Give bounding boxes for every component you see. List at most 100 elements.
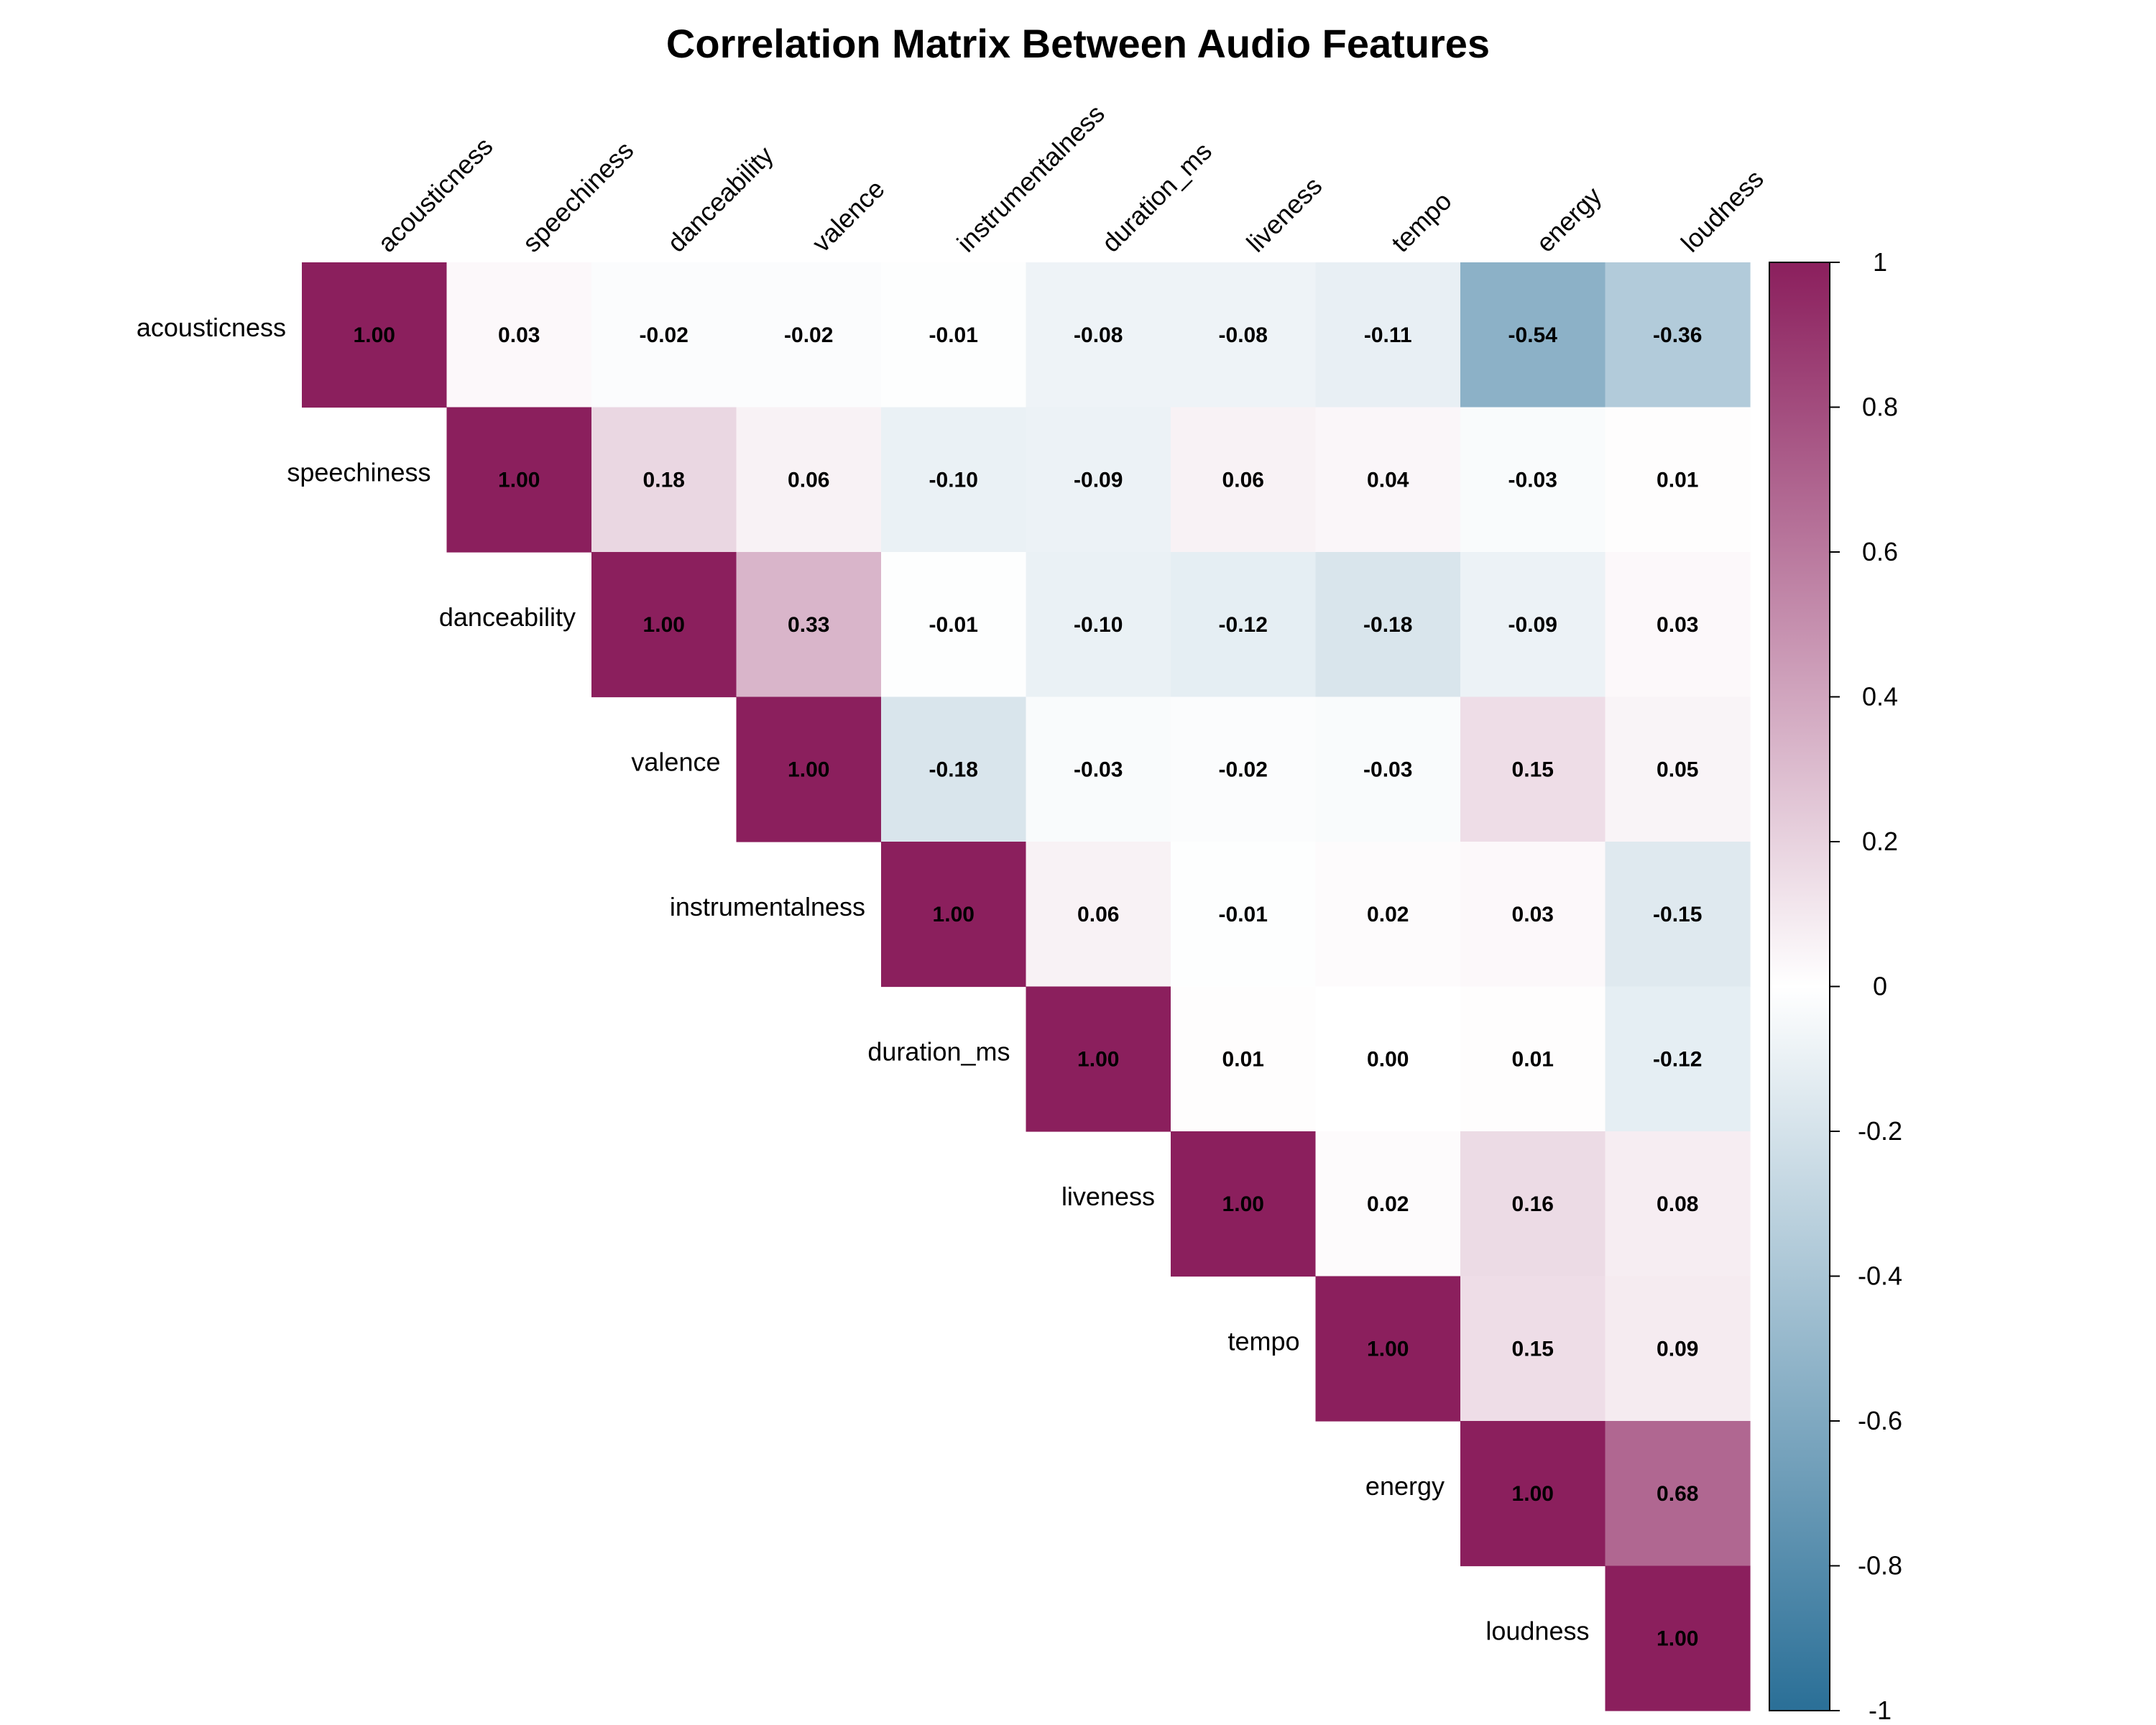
cell-value-speechiness-liveness: 0.06 <box>1222 468 1264 492</box>
cell-speechiness-valence <box>736 407 882 553</box>
cell-speechiness-danceability <box>591 407 737 553</box>
row-label-instrumentalness: instrumentalness <box>670 892 865 921</box>
colorbar: 1 0.8 0.6 0.4 0.2 0 -0.2 -0.4 -0.6 -0.8 -1 <box>1769 247 1902 1725</box>
colorbar-tick-label: 0.2 <box>1862 827 1898 856</box>
cell-valence-tempo <box>1315 696 1461 842</box>
colorbar-tick-label: -0.6 <box>1858 1406 1902 1435</box>
cell-duration_ms-loudness <box>1605 986 1751 1132</box>
cell-speechiness-duration_ms <box>1026 407 1171 553</box>
cell-value-instrumentalness-instrumentalness: 1.00 <box>933 903 975 926</box>
colorbar-tick-label: -0.8 <box>1858 1551 1902 1581</box>
colorbar-tick-label: 0 <box>1873 972 1887 1001</box>
cell-value-speechiness-valence: 0.06 <box>788 468 829 492</box>
cell-value-duration_ms-liveness: 0.01 <box>1222 1047 1264 1071</box>
cell-value-acousticness-duration_ms: -0.08 <box>1074 323 1123 347</box>
cell-value-duration_ms-energy: 0.01 <box>1512 1047 1554 1071</box>
cell-value-speechiness-tempo: 0.04 <box>1367 468 1409 492</box>
cell-speechiness-speechiness <box>446 407 592 553</box>
cell-value-valence-liveness: -0.02 <box>1219 758 1268 781</box>
cell-value-danceability-valence: 0.33 <box>788 613 829 637</box>
cell-acousticness-speechiness <box>446 262 592 408</box>
row-label-speechiness: speechiness <box>287 457 430 487</box>
cell-valence-loudness <box>1605 696 1751 842</box>
cell-acousticness-duration_ms <box>1026 262 1171 408</box>
cell-value-acousticness-loudness: -0.36 <box>1653 323 1702 347</box>
cell-tempo-tempo <box>1315 1276 1461 1422</box>
cell-value-danceability-danceability: 1.00 <box>643 613 685 637</box>
cell-value-instrumentalness-duration_ms: 0.06 <box>1077 903 1119 926</box>
cell-danceability-energy <box>1460 552 1606 698</box>
cell-value-energy-energy: 1.00 <box>1512 1482 1554 1506</box>
cell-value-instrumentalness-liveness: -0.01 <box>1219 903 1268 926</box>
cell-value-speechiness-speechiness: 1.00 <box>498 468 540 492</box>
cell-instrumentalness-loudness <box>1605 842 1751 988</box>
row-labels: acousticness speechiness danceability valen… <box>137 313 1590 1646</box>
cell-duration_ms-liveness <box>1171 986 1317 1132</box>
row-label-loudness: loudness <box>1485 1616 1589 1645</box>
cell-value-energy-loudness: 0.68 <box>1657 1482 1698 1506</box>
cell-energy-energy <box>1460 1421 1606 1567</box>
cell-value-instrumentalness-loudness: -0.15 <box>1653 903 1702 926</box>
cell-tempo-loudness <box>1605 1276 1751 1422</box>
cell-acousticness-tempo <box>1315 262 1461 408</box>
cell-value-acousticness-energy: -0.54 <box>1508 323 1558 347</box>
row-label-liveness: liveness <box>1061 1182 1155 1211</box>
cell-duration_ms-energy <box>1460 986 1606 1132</box>
colorbar-tick-label: -0.2 <box>1858 1116 1902 1146</box>
cell-valence-instrumentalness <box>881 696 1027 842</box>
cell-acousticness-loudness <box>1605 262 1751 408</box>
column-label-acousticness: acousticness <box>372 132 498 258</box>
cell-value-danceability-duration_ms: -0.10 <box>1074 613 1123 637</box>
cell-danceability-duration_ms <box>1026 552 1171 698</box>
cell-valence-liveness <box>1171 696 1317 842</box>
cell-danceability-instrumentalness <box>881 552 1027 698</box>
cell-value-tempo-loudness: 0.09 <box>1657 1337 1698 1361</box>
row-label-tempo: tempo <box>1227 1326 1299 1356</box>
column-label-speechiness: speechiness <box>517 135 640 258</box>
cell-speechiness-tempo <box>1315 407 1461 553</box>
cell-instrumentalness-duration_ms <box>1026 842 1171 988</box>
cell-value-acousticness-speechiness: 0.03 <box>498 323 540 347</box>
cell-danceability-tempo <box>1315 552 1461 698</box>
column-label-loudness: loudness <box>1675 164 1769 258</box>
colorbar-tick-label: -1 <box>1869 1696 1892 1725</box>
cell-speechiness-loudness <box>1605 407 1751 553</box>
cell-value-duration_ms-tempo: 0.00 <box>1367 1047 1409 1071</box>
cell-value-loudness-loudness: 1.00 <box>1657 1627 1698 1650</box>
cell-liveness-energy <box>1460 1131 1606 1277</box>
cell-liveness-liveness <box>1171 1131 1317 1277</box>
cell-value-danceability-tempo: -0.18 <box>1363 613 1412 637</box>
colorbar-tick-label: 0.4 <box>1862 682 1898 712</box>
row-label-acousticness: acousticness <box>137 313 286 342</box>
column-label-instrumentalness: instrumentalness <box>951 98 1110 257</box>
column-label-danceability: danceability <box>661 140 778 257</box>
cell-value-speechiness-duration_ms: -0.09 <box>1074 468 1123 492</box>
cell-valence-energy <box>1460 696 1606 842</box>
cell-value-liveness-energy: 0.16 <box>1512 1192 1554 1216</box>
cell-value-acousticness-valence: -0.02 <box>784 323 833 347</box>
cell-acousticness-valence <box>736 262 882 408</box>
cell-danceability-danceability <box>591 552 737 698</box>
column-label-energy: energy <box>1530 181 1607 258</box>
heatmap-cells: 1.00 0.03 -0.02 -0.02 -0.01 -0.08 -0.08 -0.11 -0… <box>302 262 1751 1711</box>
cell-value-duration_ms-loudness: -0.12 <box>1653 1047 1702 1071</box>
colorbar-tick-label: 0.8 <box>1862 392 1898 422</box>
cell-instrumentalness-tempo <box>1315 842 1461 988</box>
cell-acousticness-liveness <box>1171 262 1317 408</box>
column-label-tempo: tempo <box>1386 186 1457 258</box>
cell-value-valence-duration_ms: -0.03 <box>1074 758 1123 781</box>
cell-value-speechiness-loudness: 0.01 <box>1657 468 1698 492</box>
cell-speechiness-instrumentalness <box>881 407 1027 553</box>
cell-acousticness-instrumentalness <box>881 262 1027 408</box>
cell-acousticness-danceability <box>591 262 737 408</box>
cell-value-valence-loudness: 0.05 <box>1657 758 1698 781</box>
cell-duration_ms-tempo <box>1315 986 1461 1132</box>
colorbar-tick-label: -0.4 <box>1858 1261 1902 1291</box>
cell-value-speechiness-danceability: 0.18 <box>643 468 685 492</box>
cell-danceability-loudness <box>1605 552 1751 698</box>
row-label-energy: energy <box>1365 1471 1445 1501</box>
cell-duration_ms-duration_ms <box>1026 986 1171 1132</box>
cell-value-valence-instrumentalness: -0.18 <box>929 758 978 781</box>
cell-value-liveness-loudness: 0.08 <box>1657 1192 1698 1216</box>
